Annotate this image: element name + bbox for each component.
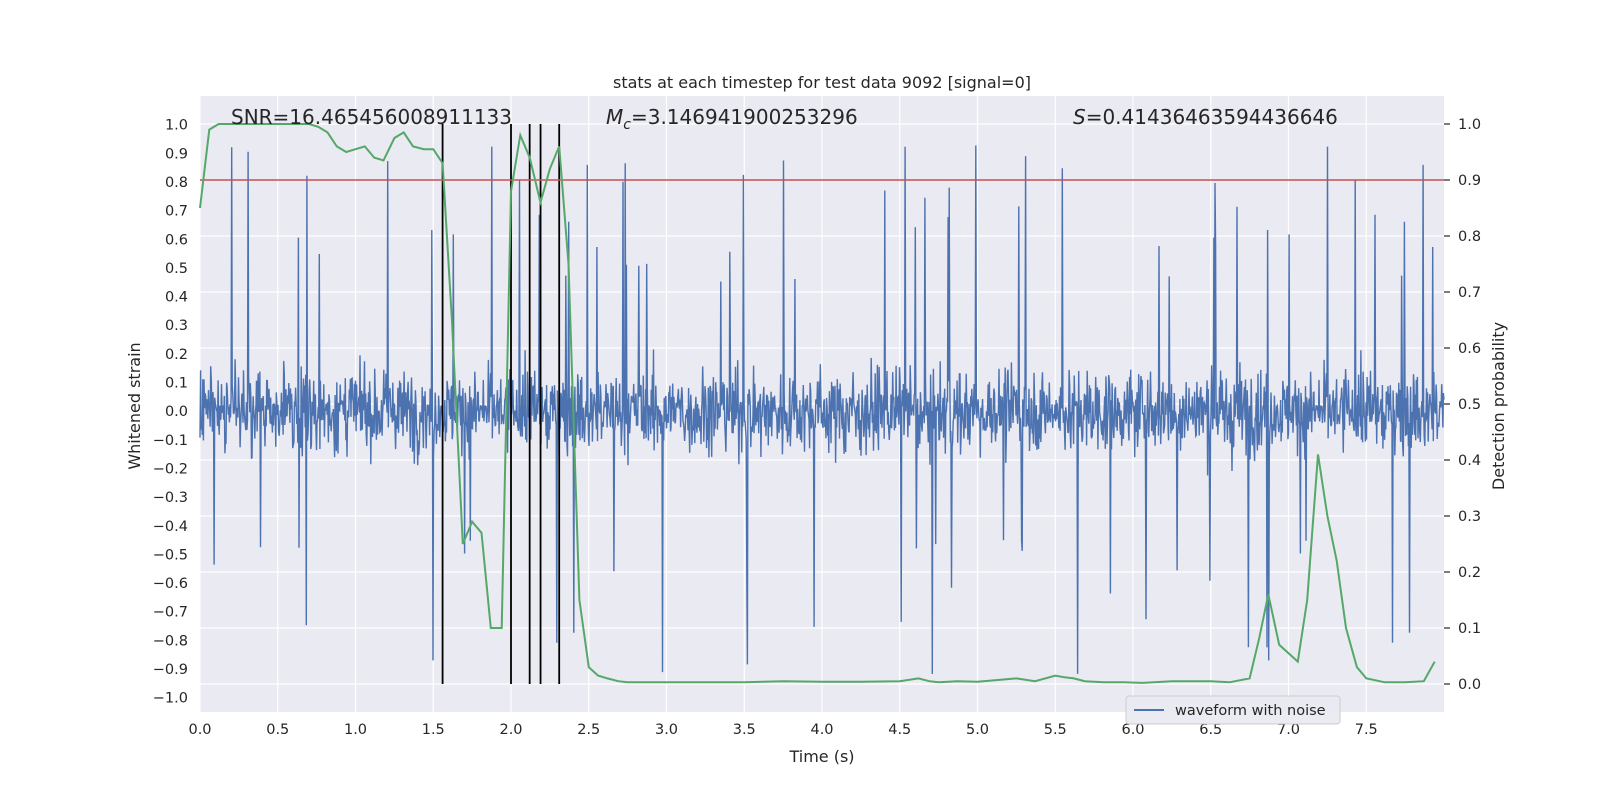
legend-box xyxy=(1125,695,1341,725)
x-tick-label: 6.0 xyxy=(1121,722,1144,738)
y-tick-label: 0.8 xyxy=(165,175,188,191)
legend: waveform with noise xyxy=(1125,695,1341,725)
mc-value: =3.146941900253296 xyxy=(631,105,858,129)
y2-tick-label: 0.7 xyxy=(1458,285,1481,301)
x-tick-label: 0.0 xyxy=(188,722,211,738)
y-tick-label: −0.2 xyxy=(153,461,188,477)
x-tick-label: 4.0 xyxy=(810,722,833,738)
mc-annotation: Mc=3.146941900253296 xyxy=(606,105,858,133)
legend-label: waveform with noise xyxy=(1175,703,1326,719)
y2-tick-label: 0.2 xyxy=(1458,565,1481,581)
snr-annotation: SNR=16.465456008911133 xyxy=(231,105,512,129)
y2-tick-label: 0.9 xyxy=(1458,173,1481,189)
y2-axis-ticks: 1.0 0.9 0.8 0.7 0.6 0.5 0.4 0.3 0.2 0.1 0.0 xyxy=(1444,117,1481,693)
y2-tick-label: 0.6 xyxy=(1458,341,1481,357)
chart-title: stats at each timestep for test data 909… xyxy=(613,73,1031,92)
y-tick-label: 0.2 xyxy=(165,347,188,363)
y-tick-label: 0.5 xyxy=(165,261,188,277)
y-axis-label: Whitened strain xyxy=(125,342,144,469)
s-annotation: S=0.41436463594436646 xyxy=(1073,105,1338,129)
x-tick-label: 6.5 xyxy=(1199,722,1222,738)
x-tick-label: 7.0 xyxy=(1277,722,1300,738)
y-tick-label: −0.7 xyxy=(153,605,188,621)
x-tick-label: 0.5 xyxy=(266,722,289,738)
x-tick-label: 2.5 xyxy=(577,722,600,738)
waveform-series xyxy=(199,145,1445,675)
y2-tick-label: 0.3 xyxy=(1458,509,1481,525)
y-axis-ticks: 1.0 0.9 0.8 0.7 0.6 0.5 0.4 0.3 0.2 0.1 0.0 −0.1 −0.… xyxy=(153,118,188,707)
y-tick-label: 0.1 xyxy=(165,376,188,392)
y2-tick-label: 1.0 xyxy=(1458,117,1481,133)
y2-tick-label: 0.5 xyxy=(1458,397,1481,413)
x-tick-label: 2.0 xyxy=(499,722,522,738)
y2-axis-label: Detection probability xyxy=(1489,322,1508,490)
y-tick-label: −0.3 xyxy=(153,490,188,506)
y2-tick-label: 0.8 xyxy=(1458,229,1481,245)
y-tick-label: 0.3 xyxy=(165,318,188,334)
y-tick-label: 0.4 xyxy=(165,290,188,306)
x-tick-label: 7.5 xyxy=(1355,722,1378,738)
y-tick-label: −1.0 xyxy=(153,691,188,707)
mc-subscript: c xyxy=(623,117,631,133)
x-tick-label: 5.5 xyxy=(1044,722,1067,738)
y-tick-label: −0.6 xyxy=(153,576,188,592)
y-tick-label: 0.7 xyxy=(165,204,188,220)
s-symbol: S xyxy=(1073,105,1086,129)
x-tick-label: 5.0 xyxy=(966,722,989,738)
y-tick-label: 1.0 xyxy=(165,118,188,134)
y-tick-label: −0.5 xyxy=(153,547,188,563)
y-tick-label: −0.9 xyxy=(153,662,188,678)
x-tick-label: 4.5 xyxy=(888,722,911,738)
x-axis-ticks: 0.0 0.5 1.0 1.5 2.0 2.5 3.0 3.5 4.0 4.5 5.0 5.5 6.0 6… xyxy=(188,722,1377,738)
x-axis-label: Time (s) xyxy=(788,747,854,766)
y2-tick-label: 0.0 xyxy=(1458,677,1481,693)
y-tick-label: 0.0 xyxy=(165,404,188,420)
y-tick-label: −0.4 xyxy=(153,519,188,535)
y-tick-label: −0.8 xyxy=(153,633,188,649)
x-tick-label: 1.0 xyxy=(344,722,367,738)
probability-series xyxy=(199,123,1436,684)
y-tick-label: 0.9 xyxy=(165,146,188,162)
s-value: =0.41436463594436646 xyxy=(1086,105,1338,129)
y2-tick-label: 0.4 xyxy=(1458,453,1481,469)
x-tick-label: 3.0 xyxy=(655,722,678,738)
y2-tick-label: 0.1 xyxy=(1458,621,1481,637)
mc-symbol: M xyxy=(606,105,623,129)
waveform-line xyxy=(199,145,1445,675)
y-tick-label: 0.6 xyxy=(165,232,188,248)
x-tick-label: 1.5 xyxy=(422,722,445,738)
x-tick-label: 3.5 xyxy=(733,722,756,738)
y-tick-label: −0.1 xyxy=(153,433,188,449)
